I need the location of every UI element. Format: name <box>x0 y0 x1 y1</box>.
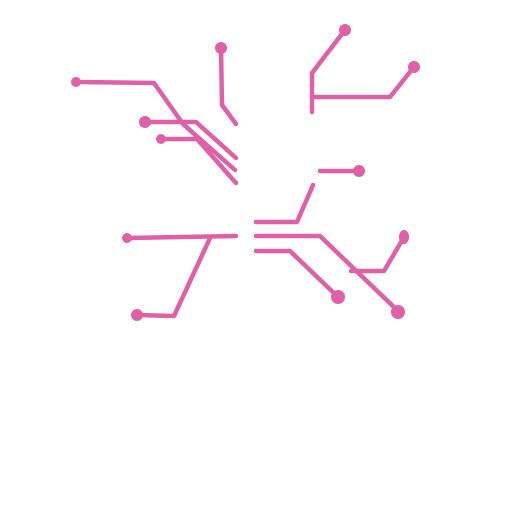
circuit-trace-9 <box>134 235 213 319</box>
circuit-trace-13 <box>348 234 407 274</box>
circuit-trace-12 <box>253 248 341 300</box>
circuit-pad-6 <box>408 61 420 73</box>
circuit-trace-11 <box>253 233 401 314</box>
circuit-trace-1 <box>73 79 238 173</box>
circuit-pad-9 <box>131 309 143 321</box>
circuit-trace-6 <box>309 64 417 100</box>
circuit-pad-8 <box>122 233 132 243</box>
circuit-pad-group <box>71 24 420 321</box>
circuit-pad-3 <box>139 116 151 128</box>
circuit-pad-13 <box>399 230 409 244</box>
circuit-pad-4 <box>156 134 166 144</box>
circuit-trace-4 <box>158 136 239 186</box>
circuit-pad-12 <box>331 290 345 304</box>
circuit-trace-5 <box>309 27 348 115</box>
circuit-trace-2 <box>218 45 239 127</box>
circuit-pad-1 <box>71 77 81 87</box>
circuit-pad-5 <box>339 24 351 36</box>
circuit-trace-10 <box>253 182 316 225</box>
circuit-trace-8 <box>124 233 239 241</box>
circuit-pad-2 <box>215 42 227 54</box>
circuit-pad-11 <box>391 305 405 319</box>
circuit-pad-7 <box>353 165 365 177</box>
circuit-trace-group <box>73 27 417 319</box>
circuit-trace-3 <box>142 119 239 161</box>
